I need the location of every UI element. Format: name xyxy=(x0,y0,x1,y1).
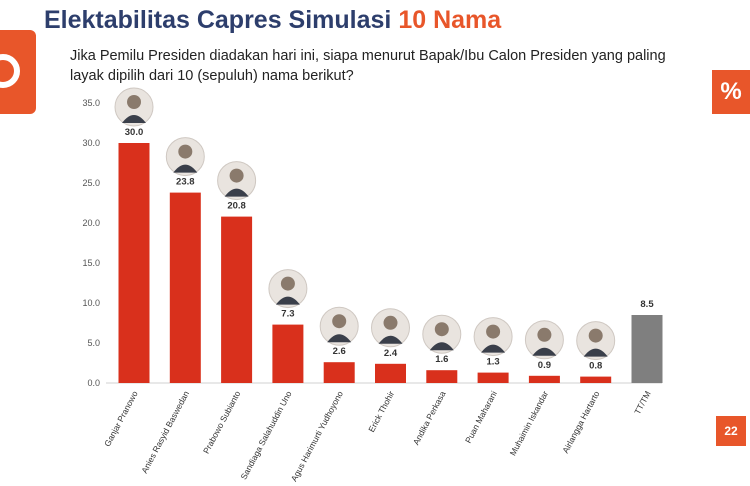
bar xyxy=(580,376,612,383)
candidate-shoulders-icon xyxy=(583,348,608,357)
bar xyxy=(375,363,406,383)
data-label: 2.4 xyxy=(384,348,398,359)
candidate-shoulders-icon xyxy=(481,344,506,353)
candidate-shoulders-icon xyxy=(275,296,300,305)
category-label: Sandiaga Salahuddin Uno xyxy=(238,389,293,481)
candidate-shoulders-icon xyxy=(378,335,403,344)
data-label: 0.8 xyxy=(589,361,602,372)
y-tick-label: 5.0 xyxy=(87,338,100,348)
bar xyxy=(221,216,253,383)
category-label: Anies Rasyid Baswedan xyxy=(139,389,191,475)
candidate-shoulders-icon xyxy=(224,188,249,197)
logo-icon xyxy=(0,30,36,114)
category-label: Agus Harimurti Yudhoyono xyxy=(289,389,345,483)
percent-badge: % xyxy=(712,70,750,114)
bar xyxy=(528,375,560,383)
category-label: Airlangga Hartarto xyxy=(560,389,601,455)
data-label: 7.3 xyxy=(281,309,294,320)
candidate-head-icon xyxy=(434,322,449,337)
bar xyxy=(426,370,458,383)
candidate-head-icon xyxy=(280,276,295,291)
title-main: Elektabilitas Capres Simulasi xyxy=(44,6,392,34)
y-tick-label: 25.0 xyxy=(82,178,100,188)
bar xyxy=(169,192,201,383)
candidate-shoulders-icon xyxy=(429,342,454,351)
bar xyxy=(323,362,355,383)
category-label: Ganjar Pranowo xyxy=(102,389,140,448)
y-tick-label: 20.0 xyxy=(82,218,100,228)
y-tick-label: 10.0 xyxy=(82,298,100,308)
page-title: Elektabilitas Capres Simulasi 10 Nama xyxy=(44,6,501,35)
category-label: Puan Maharani xyxy=(463,389,499,445)
data-label: 23.8 xyxy=(176,177,195,188)
data-label: 30.0 xyxy=(125,127,144,138)
survey-question: Jika Pemilu Presiden diadakan hari ini, … xyxy=(70,48,666,84)
candidate-shoulders-icon xyxy=(122,115,146,123)
data-label: 1.3 xyxy=(486,357,499,368)
candidate-shoulders-icon xyxy=(532,347,557,356)
data-label: 20.8 xyxy=(227,201,246,212)
bar xyxy=(631,315,663,383)
candidate-head-icon xyxy=(178,144,193,159)
data-label: 0.9 xyxy=(538,360,551,371)
y-tick-label: 35.0 xyxy=(82,98,100,108)
data-label: 8.5 xyxy=(640,299,654,310)
candidate-head-icon xyxy=(332,314,347,329)
data-label: 2.6 xyxy=(333,346,346,357)
candidate-shoulders-icon xyxy=(327,334,352,343)
candidate-head-icon xyxy=(486,324,501,339)
bar xyxy=(272,324,304,383)
category-label: TT/TM xyxy=(632,389,653,416)
category-label: Andika Perkasa xyxy=(411,389,448,447)
y-tick-label: 30.0 xyxy=(82,138,100,148)
page-number-badge: 22 xyxy=(716,416,746,446)
category-label: Prabowo Subianto xyxy=(201,389,243,455)
category-label: Erick Thohir xyxy=(366,389,396,434)
data-label: 1.6 xyxy=(435,354,448,365)
title-accent: 10 Nama xyxy=(398,6,502,34)
candidate-head-icon xyxy=(537,327,552,342)
y-tick-label: 15.0 xyxy=(82,258,100,268)
candidate-head-icon xyxy=(127,95,141,109)
category-label: Muhaimin Iskandar xyxy=(508,389,551,457)
candidate-head-icon xyxy=(229,168,244,183)
candidate-shoulders-icon xyxy=(173,164,198,173)
bar xyxy=(477,372,509,383)
candidate-head-icon xyxy=(383,315,398,330)
bar xyxy=(118,143,150,383)
logo-ring xyxy=(0,54,20,88)
y-tick-label: 0.0 xyxy=(87,378,100,388)
candidate-head-icon xyxy=(588,328,603,343)
